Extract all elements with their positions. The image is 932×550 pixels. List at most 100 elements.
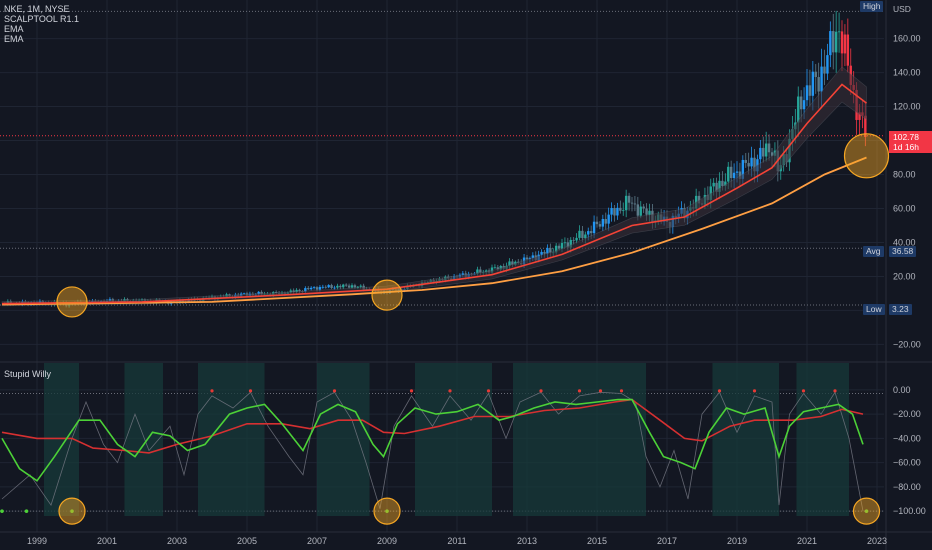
candle-body [581,230,584,239]
candle-body [578,230,581,238]
price-candle [744,152,747,168]
time-tick-label: 2009 [377,536,397,546]
osc-top-marker [833,389,837,393]
avg-value-tag: 36.58 [889,246,917,257]
candle-body [304,288,307,292]
time-tick-label: 2003 [167,536,187,546]
osc-bottom-marker [864,509,869,513]
candle-body [834,31,838,53]
symbol-label[interactable]: NKE, 1M, NYSE [4,4,70,14]
candle-body [645,208,648,215]
osc-highlight-circle [373,497,401,525]
price-candle [330,283,333,290]
candle-body [592,221,596,234]
candle-body [762,147,765,157]
price-tick-label: 40.00 [893,237,916,247]
ema-slow-line [1,156,867,306]
candle-body [525,257,529,260]
price-tick-label: 20.00 [893,271,916,281]
candle-body [353,285,357,288]
time-tick-label: 2017 [657,536,677,546]
currency-label[interactable]: USD [890,4,914,15]
ema-envelope [1,66,867,307]
candle-body [356,286,360,288]
candle-body [493,267,497,269]
price-tick-label: 160.00 [893,34,921,44]
price-candle [321,284,325,289]
candle-body [359,285,362,287]
candle-body [344,284,348,286]
candle-body [826,55,829,74]
candle-body [721,180,724,186]
price-candle [309,286,313,291]
osc-top-marker [332,389,337,393]
price-highlight-circle [56,286,88,318]
price-candle [829,21,832,68]
osc-top-marker [619,389,624,393]
candle-body [770,152,774,156]
candle-body [619,207,622,211]
candle-body [630,202,634,204]
osc-tick-label: 0.00 [893,385,911,395]
osc-tick-label: −60.00 [893,458,921,468]
candle-body [257,291,260,295]
price-candle [832,13,835,70]
price-candle [616,202,619,220]
candle-body [840,31,844,54]
price-candle [619,200,622,214]
candle-body [843,34,847,54]
price-candle [627,192,631,211]
time-tick-label: 2001 [97,536,117,546]
candle-body [764,143,768,157]
candle-body [633,203,637,205]
price-highlight-circle [843,133,890,179]
candle-body [808,85,812,96]
osc-highlight-circle [852,497,881,525]
price-tick-label: 120.00 [893,102,921,112]
candle-body [479,269,482,273]
price-candle [601,214,605,232]
candle-body [735,171,739,173]
price-candle [350,283,354,289]
candle-body [814,71,817,78]
time-tick-label: 2015 [587,536,607,546]
time-tick-label: 2019 [727,536,747,546]
osc-top-marker [717,389,722,393]
indicator-label-ema-1[interactable]: EMA [4,24,24,34]
osc-highlight-zone [796,363,849,516]
price-candle [823,49,826,86]
time-tick-label: 1999 [27,536,47,546]
osc-highlight-zone [712,363,779,516]
candle-body [627,195,631,203]
candle-body [242,293,246,295]
candle-body [327,285,330,288]
avg-label: Avg [863,246,884,257]
osc-top-marker [539,389,543,393]
ema-fast-line [1,83,867,305]
osc-top-marker [801,389,806,393]
candle-body [750,157,753,167]
price-candle [610,202,613,222]
candle-body [589,231,593,234]
osc-top-marker [409,389,414,393]
candle-body [324,286,327,288]
indicator-label-ema-2[interactable]: EMA [4,34,24,44]
candle-body [738,171,742,179]
candle-body [607,214,610,224]
candle-body [476,269,479,274]
osc-top-marker [752,389,757,393]
candle-body [715,182,718,192]
osc-tick-label: −80.00 [893,482,921,492]
candle-body [604,218,607,224]
high-label: High [860,1,884,12]
price-candle [762,136,765,163]
candle-body [811,71,815,96]
osc-tick-label: −40.00 [893,433,921,443]
candle-body [727,166,730,182]
price-candle [307,286,310,291]
indicator-label-scalptool[interactable]: SCALPTOOL R1.1 [4,14,80,24]
price-candle [327,284,330,289]
candle-body [864,115,867,138]
indicator-pane-title[interactable]: Stupid Willy [4,369,52,379]
